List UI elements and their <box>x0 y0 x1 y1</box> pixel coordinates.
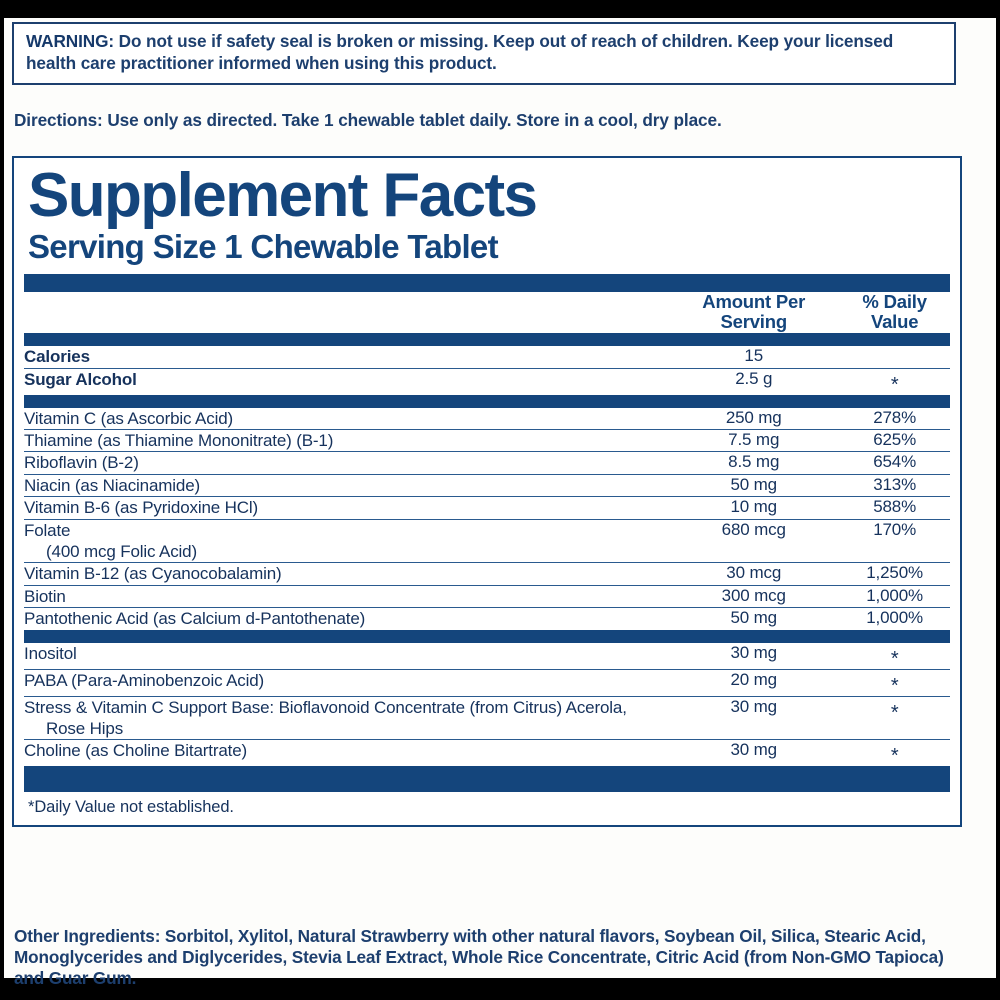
nutrient-name: Pantothenic Acid (as Calcium d-Pantothen… <box>24 607 669 630</box>
header-amount-per-serving: Amount Per Serving <box>702 290 806 333</box>
label-inner: WARNING: Do not use if safety seal is br… <box>4 18 996 988</box>
nutrient-name: Vitamin B-12 (as Cyanocobalamin) <box>24 562 669 586</box>
nutrient-name-sub: Rose Hips <box>46 719 124 739</box>
nutrient-amount: 30 mg <box>730 642 777 662</box>
nutrient-name: Choline (as Choline Bitartrate) <box>24 739 669 767</box>
table-row: Sugar Alcohol 2.5 g * <box>24 367 950 395</box>
nutrient-daily-value: 654% <box>839 451 950 475</box>
nutrient-amount: 20 mg <box>668 668 840 697</box>
table-row: Inositol 30 mg * <box>24 643 950 670</box>
nutrient-name: Thiamine (as Thiamine Mononitrate) (B-1) <box>24 429 669 452</box>
nutrient-daily-value: * <box>839 668 950 697</box>
table-row: Vitamin B-6 (as Pyridoxine HCl) 10 mg 588% <box>24 496 950 520</box>
nutrient-name: Calories <box>24 347 90 367</box>
nutrient-name: Stress & Vitamin C Support Base: Bioflav… <box>24 695 669 740</box>
other-ingredients-body: Sorbitol, Xylitol, Natural Strawberry wi… <box>14 926 944 988</box>
nutrient-daily-value: * <box>890 647 899 670</box>
nutrient-amount: 10 mg <box>668 496 840 520</box>
nutrient-amount: 30 mg <box>668 739 840 767</box>
other-ingredients-label: Other Ingredients: <box>14 926 161 946</box>
nutrient-name: Sugar Alcohol <box>24 367 669 395</box>
page-title: Supplement Facts <box>28 161 538 230</box>
nutrient-name: Niacin (as Niacinamide) <box>24 473 669 497</box>
nutrient-amount: 250 mg <box>725 407 782 427</box>
group1-body: Calories 15 Sugar Alcohol 2.5 g * <box>24 346 950 395</box>
directions-text: Directions: Use only as directed. Take 1… <box>14 110 958 131</box>
table-row: Calories 15 <box>24 346 950 368</box>
warning-label: WARNING: <box>26 31 114 51</box>
group3-body: Inositol 30 mg * PABA (Para-Aminobenzoic Ac… <box>24 643 950 767</box>
divider-bar-after-group2 <box>24 629 950 643</box>
divider-bar-after-headers <box>24 333 950 347</box>
nutrient-name: Biotin <box>24 584 669 608</box>
nutrient-daily-value: 1,000% <box>839 584 950 608</box>
nutrient-name: PABA (Para-Aminobenzoic Acid) <box>24 668 669 697</box>
table-row: Vitamin B-12 (as Cyanocobalamin) 30 mcg 1,… <box>24 562 950 586</box>
nutrition-table-group2: Vitamin C (as Ascorbic Acid) 250 mg 278% Th… <box>24 408 950 630</box>
nutrient-daily-value: 1,250% <box>839 562 950 586</box>
nutrient-daily-value: 313% <box>839 473 950 497</box>
nutrient-daily-value: * <box>839 367 950 395</box>
nutrient-name: Folate (400 mcg Folic Acid) <box>24 518 669 563</box>
serving-size: Serving Size 1 Chewable Tablet <box>28 228 499 266</box>
table-row: Thiamine (as Thiamine Mononitrate) (B-1)… <box>24 429 950 452</box>
table-row: Pantothenic Acid (as Calcium d-Pantothen… <box>24 607 950 630</box>
table-row: Choline (as Choline Bitartrate) 30 mg * <box>24 739 950 767</box>
header-percent-daily-value: % Daily Value <box>862 290 927 333</box>
directions-body: Use only as directed. Take 1 chewable ta… <box>102 110 722 130</box>
table-row: Vitamin C (as Ascorbic Acid) 250 mg 278% <box>24 408 950 430</box>
directions-label: Directions: <box>14 110 103 130</box>
nutrient-daily-value: * <box>839 739 950 767</box>
nutrient-daily-value: 1,000% <box>839 607 950 630</box>
divider-bar-after-group1 <box>24 394 950 408</box>
warning-text: WARNING: Do not use if safety seal is br… <box>26 31 944 75</box>
warning-body: Do not use if safety seal is broken or m… <box>26 31 894 73</box>
nutrient-amount: 30 mg <box>668 695 840 740</box>
nutrition-table-group1: Calories 15 Sugar Alcohol 2.5 g * <box>24 346 950 395</box>
nutrition-table-headers: Amount Per Serving % Daily Value <box>24 290 950 333</box>
table-header-row: Amount Per Serving % Daily Value <box>24 290 950 333</box>
table-row: Biotin 300 mcg 1,000% <box>24 584 950 608</box>
header-spacer <box>24 292 668 333</box>
supplement-facts-panel: Supplement Facts Serving Size 1 Chewable… <box>12 156 962 828</box>
nutrient-name: Vitamin B-6 (as Pyridoxine HCl) <box>24 496 669 520</box>
nutrition-table-group3: Inositol 30 mg * PABA (Para-Aminobenzoic Ac… <box>24 643 950 767</box>
nutrient-daily-value: 625% <box>839 429 950 452</box>
nutrient-amount: 2.5 g <box>668 367 840 395</box>
divider-bar-bottom <box>24 766 950 793</box>
nutrient-name: Inositol <box>24 643 77 663</box>
nutrient-name: Riboflavin (B-2) <box>24 451 669 475</box>
table-row: PABA (Para-Aminobenzoic Acid) 20 mg * <box>24 668 950 697</box>
panel-header-area: Supplement Facts Serving Size 1 Chewable… <box>14 161 960 266</box>
nutrient-amount: 8.5 mg <box>668 451 840 475</box>
nutrient-amount: 680 mcg <box>668 518 840 563</box>
daily-value-footnote: *Daily Value not established. <box>28 798 234 817</box>
nutrient-daily-value: 588% <box>839 496 950 520</box>
nutrient-amount: 50 mg <box>668 607 840 630</box>
divider-bar-top <box>24 273 950 292</box>
nutrient-amount: 30 mcg <box>668 562 840 586</box>
nutrient-daily-value <box>839 346 950 368</box>
nutrient-amount: 50 mg <box>668 473 840 497</box>
table-row: Folate (400 mcg Folic Acid) 680 mcg 170% <box>24 518 950 563</box>
panel-body: Amount Per Serving % Daily Value Calorie… <box>14 273 960 826</box>
nutrient-amount: 7.5 mg <box>668 429 840 452</box>
nutrient-daily-value: * <box>839 695 950 740</box>
nutrient-name: Vitamin C (as Ascorbic Acid) <box>24 408 234 428</box>
nutrient-name-sub: (400 mcg Folic Acid) <box>46 542 197 562</box>
nutrient-daily-value: 170% <box>839 518 950 563</box>
nutrient-daily-value: 278% <box>873 407 917 427</box>
group2-body: Vitamin C (as Ascorbic Acid) 250 mg 278% Th… <box>24 408 950 630</box>
nutrient-amount: 300 mcg <box>668 584 840 608</box>
warning-box: WARNING: Do not use if safety seal is br… <box>12 22 956 85</box>
table-row: Riboflavin (B-2) 8.5 mg 654% <box>24 451 950 475</box>
nutrient-amount: 15 <box>744 346 764 366</box>
table-row: Stress & Vitamin C Support Base: Bioflav… <box>24 695 950 740</box>
table-row: Niacin (as Niacinamide) 50 mg 313% <box>24 473 950 497</box>
other-ingredients: Other Ingredients: Sorbitol, Xylitol, Na… <box>14 926 964 989</box>
